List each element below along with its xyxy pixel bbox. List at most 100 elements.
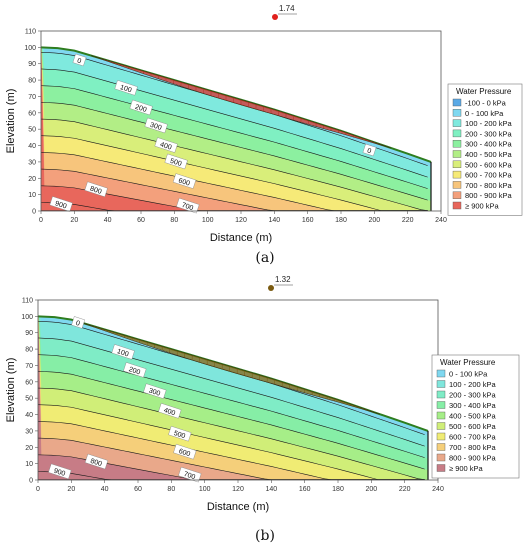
- legend-swatch: [452, 119, 462, 127]
- contour-label: 600: [172, 173, 197, 189]
- y-tick-label: 50: [25, 396, 33, 403]
- legend-swatch: [452, 98, 462, 107]
- contour-label-text: 800: [89, 458, 102, 468]
- contour-label-box: [154, 137, 178, 153]
- contour-label: 700: [178, 466, 202, 483]
- contour-label: 900: [49, 196, 73, 212]
- contour-label-text: 100: [119, 84, 132, 94]
- legend-swatch: [436, 464, 446, 472]
- contour-label-text: 0: [366, 147, 372, 155]
- contour-label-box: [111, 344, 135, 360]
- contour-line: [38, 387, 425, 480]
- x-tick-label: 60: [134, 486, 142, 493]
- legend-item-label: 0 - 100 kPa: [449, 370, 488, 379]
- legend-swatch: [436, 422, 446, 430]
- y-tick-label: 110: [25, 29, 36, 36]
- contour-label: 300: [143, 383, 167, 399]
- legend-swatch: [436, 369, 446, 378]
- y-tick-label: 10: [28, 192, 36, 199]
- contour-label-text: 200: [134, 104, 147, 114]
- legend-swatch: [436, 432, 446, 441]
- y-axis-label: Elevation (m): [5, 89, 17, 154]
- x-tick-label: 120: [232, 486, 244, 493]
- contour-label: 900: [48, 463, 72, 480]
- x-tick-label: 0: [39, 217, 43, 224]
- x-tick-label: 120: [235, 217, 247, 224]
- contour-label: 100: [111, 344, 135, 360]
- x-tick-label: 200: [365, 486, 377, 493]
- legend-item-label: 200 - 300 kPa: [449, 391, 497, 400]
- fs-marker: [272, 14, 278, 20]
- contour-label-text: 900: [54, 200, 67, 210]
- legend-item-label: 100 - 200 kPa: [449, 380, 497, 389]
- contour-label-text: 100: [116, 348, 129, 358]
- contour-label: 800: [84, 181, 108, 198]
- x-tick-label: 160: [299, 486, 311, 493]
- x-tick-label: 20: [70, 217, 78, 224]
- x-tick-label: 100: [199, 486, 211, 493]
- y-tick-label: 80: [25, 347, 33, 354]
- x-tick-label: 240: [432, 486, 444, 493]
- contour-label-text: 300: [149, 122, 162, 132]
- contour-label-box: [176, 197, 200, 214]
- panel-label: (a): [255, 250, 274, 266]
- legend-item-label: 800 - 900 kPa: [449, 454, 497, 463]
- slip-mass: [90, 55, 392, 149]
- legend-item-label: ≥ 900 kPa: [465, 202, 500, 211]
- contour-label: 600: [173, 443, 197, 460]
- contour-label-box: [173, 443, 197, 460]
- contour-label-text: 200: [128, 366, 141, 376]
- y-tick-label: 0: [29, 478, 33, 485]
- x-tick-label: 220: [399, 486, 411, 493]
- contour-label-text: 500: [173, 430, 186, 440]
- y-tick-label: 50: [28, 127, 36, 134]
- contour-label: 0: [72, 53, 87, 67]
- contour-label-text: 700: [181, 202, 194, 212]
- y-tick-label: 30: [28, 159, 36, 166]
- contour-line: [41, 135, 428, 211]
- legend-item-label: 200 - 300 kPa: [465, 129, 513, 138]
- contour-label-box: [164, 153, 188, 170]
- legend-swatch: [452, 170, 462, 179]
- slip-mass: [79, 321, 380, 415]
- legend-item-label: -100 - 0 kPa: [465, 99, 507, 108]
- x-tick-label: 200: [368, 217, 380, 224]
- x-tick-label: 80: [170, 217, 178, 224]
- y-tick-label: 40: [25, 412, 33, 419]
- x-axis-label: Distance (m): [207, 501, 269, 513]
- legend-swatch: [452, 191, 462, 199]
- legend-item-label: 100 - 200 kPa: [465, 119, 513, 128]
- pressure-bands: [41, 47, 431, 212]
- y-tick-label: 60: [25, 379, 33, 386]
- contour-label-text: 700: [183, 471, 196, 481]
- legend-swatch: [452, 139, 462, 148]
- y-tick-label: 10: [25, 461, 33, 468]
- contour-label: 0: [362, 143, 377, 157]
- y-tick-label: 100: [21, 314, 33, 321]
- contour-label-box: [129, 99, 153, 116]
- legend-swatch: [436, 453, 446, 462]
- legend-item-label: 700 - 800 kPa: [449, 443, 497, 452]
- legend-swatch: [452, 181, 462, 189]
- legend-title: Water Pressure: [440, 358, 496, 367]
- x-tick-label: 140: [268, 217, 280, 224]
- contour-label-box: [168, 425, 192, 442]
- slip-slices: [90, 55, 392, 149]
- legend-swatch: [436, 443, 446, 451]
- legend-item-label: 500 - 600 kPa: [449, 422, 497, 431]
- x-tick-label: 0: [36, 486, 40, 493]
- y-tick-label: 90: [28, 61, 36, 68]
- legend-item-label: 600 - 700 kPa: [449, 433, 497, 442]
- contour-label: 200: [129, 99, 153, 116]
- contour-label-box: [172, 173, 197, 189]
- contour-label: 700: [176, 197, 200, 214]
- legend-swatch: [452, 150, 462, 158]
- legend-item-label: 300 - 400 kPa: [465, 140, 513, 149]
- legend-swatch: [436, 390, 446, 399]
- contour-label-text: 800: [89, 186, 102, 196]
- contour-label-text: 600: [177, 177, 190, 187]
- legend-item-label: 400 - 500 kPa: [465, 150, 513, 159]
- contour-label-text: 300: [148, 387, 161, 397]
- legend-item-label: ≥ 900 kPa: [449, 464, 484, 473]
- contour-label: 300: [144, 117, 168, 134]
